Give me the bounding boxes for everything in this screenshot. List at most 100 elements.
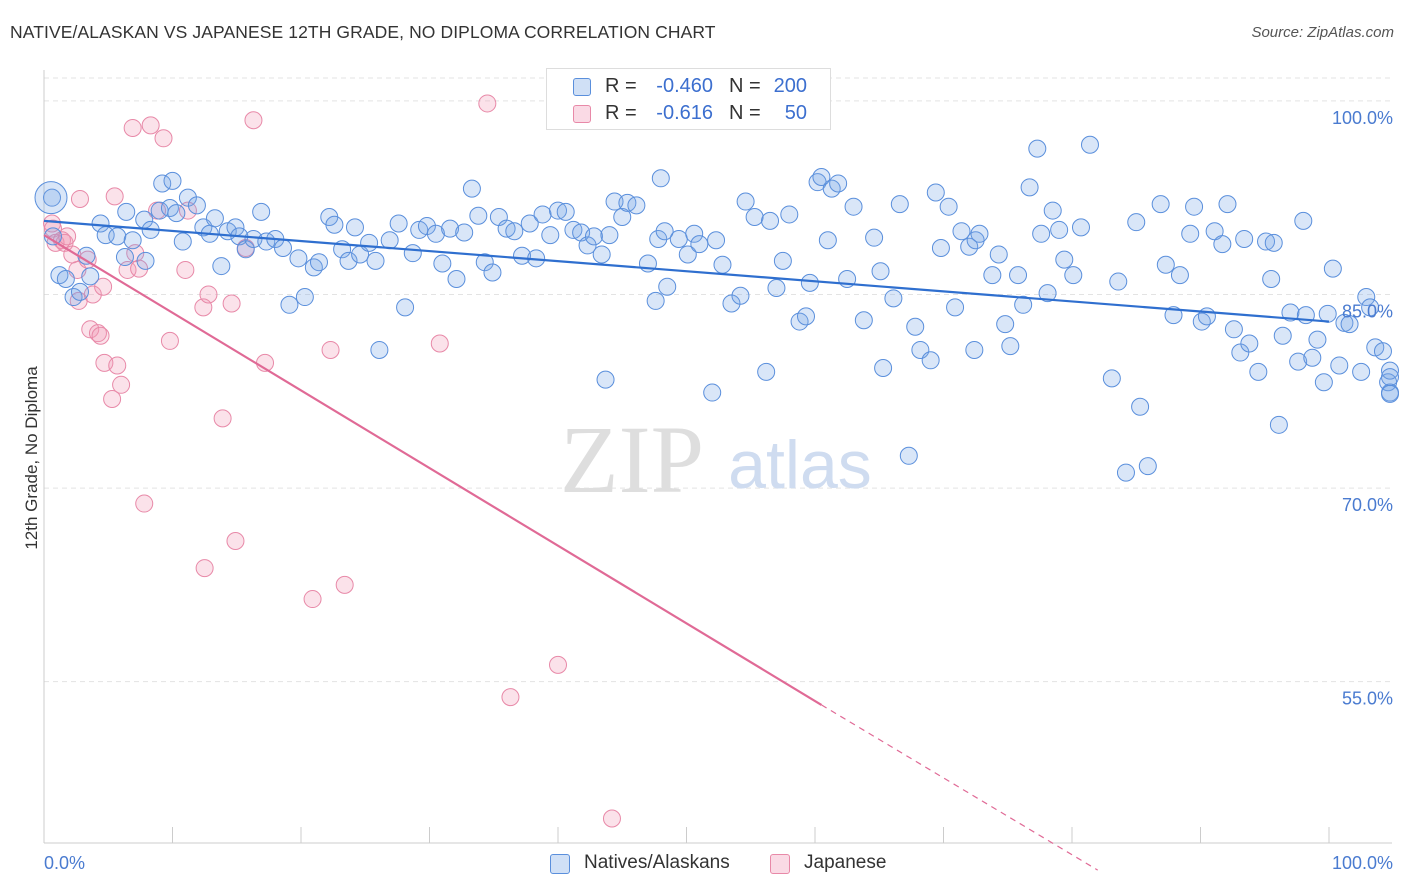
- legend-label-japanese: Japanese: [804, 852, 887, 873]
- data-point: [1224, 320, 1243, 339]
- data-point: [960, 237, 979, 256]
- data-point: [646, 291, 665, 310]
- data-point: [1043, 201, 1062, 220]
- data-point: [1071, 218, 1090, 237]
- data-point: [1131, 397, 1150, 416]
- data-point: [773, 251, 792, 270]
- data-point: [1102, 369, 1121, 388]
- data-point: [123, 118, 142, 137]
- data-point: [757, 362, 776, 381]
- data-point: [501, 688, 520, 707]
- data-point: [43, 214, 61, 233]
- data-point: [88, 324, 107, 343]
- data-point: [1001, 337, 1020, 356]
- data-point: [602, 809, 621, 828]
- source-label: Source: ZipAtlas.com: [1251, 24, 1394, 41]
- data-point: [1323, 259, 1342, 278]
- data-point: [236, 240, 255, 259]
- data-point: [865, 228, 884, 247]
- data-point: [289, 249, 308, 268]
- data-point: [94, 277, 113, 296]
- data-point: [441, 219, 460, 238]
- data-point: [178, 201, 197, 220]
- data-point: [613, 208, 632, 227]
- data-point: [1294, 211, 1313, 230]
- data-point: [854, 311, 873, 330]
- data-point: [844, 197, 863, 216]
- data-point: [899, 446, 918, 465]
- data-point: [56, 269, 75, 288]
- data-point: [252, 202, 271, 221]
- data-point: [703, 383, 722, 402]
- data-point: [205, 209, 224, 228]
- data-point: [303, 590, 322, 609]
- data-point: [800, 273, 819, 292]
- data-point: [433, 254, 452, 273]
- data-point: [1357, 288, 1376, 307]
- data-point: [469, 206, 488, 225]
- data-point: [983, 266, 1002, 285]
- data-point: [871, 262, 890, 281]
- data-point: [1170, 266, 1189, 285]
- data-point: [1340, 315, 1359, 334]
- data-point: [1240, 334, 1259, 353]
- x-tick-label: 100.0%: [1332, 853, 1393, 873]
- data-point: [989, 245, 1008, 264]
- data-point: [1116, 463, 1135, 482]
- data-point: [1080, 135, 1099, 154]
- y-axis-title: 12th Grade, No Diploma: [22, 366, 41, 550]
- data-point: [339, 251, 358, 270]
- data-point: [1055, 250, 1074, 269]
- data-point: [1269, 415, 1288, 434]
- data-point: [130, 259, 149, 278]
- trend-line: [43, 234, 822, 706]
- axis-labels: 100.0% 85.0% 70.0% 55.0% 0.0% 100.0%: [44, 108, 1393, 873]
- data-point: [1281, 303, 1300, 322]
- data-point: [103, 390, 122, 409]
- data-point: [380, 231, 399, 250]
- data-point: [135, 494, 154, 513]
- data-point: [952, 222, 971, 241]
- data-point: [1020, 178, 1039, 197]
- gridlines: [44, 77, 1392, 683]
- data-point: [946, 298, 965, 317]
- x-tick-label: 0.0%: [44, 853, 85, 873]
- data-point: [996, 315, 1015, 334]
- data-point: [731, 286, 750, 305]
- data-point: [430, 334, 449, 353]
- data-point: [1028, 139, 1047, 158]
- data-point: [605, 192, 624, 211]
- data-point: [295, 288, 314, 307]
- data-point: [304, 258, 323, 277]
- data-point: [884, 289, 903, 308]
- data-point: [1235, 229, 1254, 248]
- data-point: [1303, 348, 1322, 367]
- legend-r-value: -0.460: [656, 75, 713, 97]
- data-point: [178, 188, 197, 207]
- data-point: [160, 331, 179, 350]
- data-point: [761, 211, 780, 230]
- data-point: [321, 340, 340, 359]
- data-point: [780, 205, 799, 224]
- data-point: [1330, 356, 1349, 375]
- legend-n-label: N =: [729, 102, 761, 124]
- data-point: [123, 231, 142, 250]
- data-point: [1361, 298, 1380, 317]
- data-point: [1064, 266, 1083, 285]
- data-point: [655, 222, 674, 241]
- data-point: [505, 222, 524, 241]
- data-point: [108, 356, 127, 375]
- data-point: [592, 245, 611, 264]
- data-point: [153, 174, 172, 193]
- legend-n-value: 200: [773, 75, 807, 97]
- data-point: [584, 227, 603, 246]
- data-point: [578, 236, 597, 255]
- data-point: [767, 279, 786, 298]
- data-point: [154, 129, 173, 148]
- data-point: [1109, 272, 1128, 291]
- data-point: [970, 224, 989, 243]
- y-tick-label: 70.0%: [1342, 495, 1393, 515]
- data-point: [195, 559, 214, 578]
- data-point: [874, 359, 893, 378]
- data-point: [141, 116, 160, 135]
